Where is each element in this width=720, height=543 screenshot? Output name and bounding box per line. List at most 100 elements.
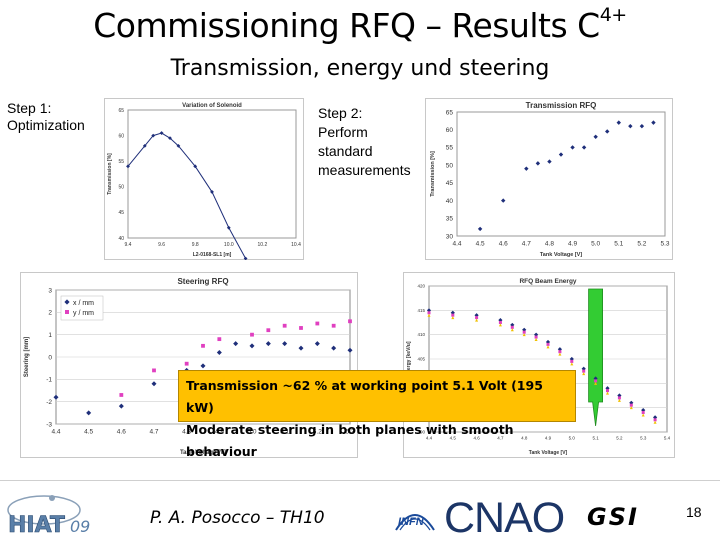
- cnao-logo: CNAO: [444, 492, 574, 542]
- solenoid-svg: 40 45 50 55 60 65 9.4 9.6 9.8 10.0 10.2 10.4 Variati…: [104, 98, 304, 260]
- solenoid-data-point: [243, 256, 248, 260]
- solenoid-ytick-label: 45: [118, 210, 124, 216]
- transmission-ytick-label: 50: [446, 162, 454, 169]
- steering-data-point: [265, 341, 271, 347]
- energy-data-point: [498, 321, 502, 324]
- steering-xtick-label: 5.0: [247, 429, 256, 436]
- energy-xtick-label: 5.0: [569, 436, 576, 441]
- transmission-xtick-label: 5.3: [660, 241, 669, 248]
- transmission-ytick-label: 35: [446, 216, 454, 223]
- energy-xtick-label: 5.1: [592, 436, 599, 441]
- solenoid-xtick-label: 9.6: [158, 242, 165, 248]
- steering-data-point: [299, 326, 303, 330]
- energy-data-point: [641, 413, 645, 417]
- steering-data-point: [266, 328, 271, 333]
- energy-data-point: [522, 333, 526, 337]
- steering-data-point: [151, 381, 157, 387]
- energy-data-point: [594, 379, 598, 383]
- steering-data-point: [282, 323, 287, 328]
- energy-data-point: [617, 396, 621, 400]
- energy-xtick-label: 4.8: [521, 436, 528, 441]
- steering-ytick-label: -2: [46, 399, 52, 406]
- gsi-logo: GSI: [585, 498, 671, 532]
- title-text: Commissioning RFQ – Results C: [93, 6, 600, 45]
- energy-data-point: [558, 352, 562, 356]
- solenoid-plot-area: [127, 109, 297, 239]
- energy-xtick-label: 4.6: [473, 436, 480, 441]
- infn-logo-text: INFN: [398, 516, 425, 528]
- transmission-xtick-label: 4.5: [476, 241, 485, 248]
- step2-label: Step 2: Perform standard measurements: [318, 104, 411, 180]
- cnao-logo-text: CNAO: [444, 494, 564, 538]
- energy-data-point: [582, 372, 586, 376]
- energy-data-point: [594, 381, 598, 385]
- solenoid-title: Variation of Solenoid: [182, 103, 242, 109]
- infn-logo: INFN: [390, 500, 440, 536]
- title-superscript: 4+: [599, 4, 628, 26]
- energy-xtick-label: 4.5: [450, 436, 457, 441]
- steering-data-point: [348, 319, 352, 324]
- steering-data-point: [331, 323, 336, 328]
- energy-data-point: [546, 342, 550, 346]
- steering-data-point: [233, 341, 239, 347]
- hiat-logo-text: HIAT: [8, 513, 65, 538]
- solenoid-data-point: [210, 190, 214, 194]
- transmission-ylabel: Transmission [%]: [430, 151, 436, 197]
- energy-xtick-label: 5.2: [616, 436, 623, 441]
- energy-xtick-label: 4.9: [545, 436, 552, 441]
- steering-ytick-label: 0: [48, 354, 52, 361]
- energy-data-point: [510, 325, 514, 329]
- steering-chart: -3 -2 -1 0 1 2 3 4.4 4.5 4.6 4.7 4.8 4.9 5.0 5.1 5.2 5.3…: [20, 272, 358, 458]
- steering-data-point: [331, 345, 337, 351]
- transmission-chart: 30 35 40 45 50 55 60 65 4.4 4.5 4.6 4.7 4.8 4.9 5.0 5.1…: [425, 98, 673, 260]
- steering-legend-marker: [65, 310, 69, 314]
- steering-xtick-label: 4.5: [84, 429, 93, 436]
- steering-data-point: [201, 343, 205, 348]
- step2-line2: Perform: [318, 124, 368, 140]
- energy-data-point: [498, 323, 502, 327]
- energy-ylabel: Energy [keV/u]: [406, 341, 412, 376]
- energy-data-point: [451, 316, 455, 320]
- transmission-title: Transmission RFQ: [526, 101, 597, 110]
- energy-data-point: [629, 403, 633, 407]
- steering-data-point: [119, 393, 124, 397]
- steering-xtick-label: 5.3: [345, 429, 354, 436]
- steering-xtick-label: 4.8: [182, 429, 191, 436]
- steering-data-point: [86, 410, 92, 416]
- steering-data-point: [200, 363, 206, 369]
- transmission-data-point: [477, 226, 483, 232]
- steering-xtick-label: 4.7: [149, 429, 158, 436]
- transmission-ytick-label: 30: [446, 233, 454, 240]
- transmission-ytick-label: 60: [446, 127, 454, 134]
- energy-data-point: [558, 350, 562, 354]
- steering-data-point: [184, 361, 189, 366]
- transmission-svg: 30 35 40 45 50 55 60 65 4.4 4.5 4.6 4.7 4.8 4.9 5.0 5.1…: [425, 98, 673, 260]
- slide-subtitle: Transmission, energy und steering: [170, 56, 550, 81]
- solenoid-ytick-label: 50: [118, 185, 124, 191]
- info-callout: Transmission ~62 % at working point 5.1 …: [178, 370, 576, 459]
- steering-ytick-label: 2: [48, 310, 52, 317]
- transmission-xtick-label: 5.2: [637, 241, 646, 248]
- energy-data-point: [641, 411, 645, 415]
- steering-data-point: [249, 343, 255, 349]
- transmission-data-point: [558, 152, 564, 157]
- transmission-frame: [425, 98, 673, 260]
- transmission-data-point: [547, 159, 552, 164]
- energy-data-point: [427, 311, 431, 315]
- steering-xtick-label: 5.2: [313, 429, 322, 436]
- energy-data-point: [522, 330, 526, 334]
- energy-data-point: [534, 338, 538, 342]
- gsi-logo-text: GSI: [587, 503, 639, 531]
- solenoid-xtick-label: 9.4: [125, 242, 132, 248]
- energy-data-point: [570, 362, 574, 366]
- steering-svg: -3 -2 -1 0 1 2 3 4.4 4.5 4.6 4.7 4.8 4.9 5.0 5.1 5.2 5.3…: [20, 272, 358, 458]
- solenoid-data-point: [193, 164, 198, 169]
- energy-data-point: [606, 391, 609, 395]
- info-line1: Transmission ~62 % at working point 5.1 …: [186, 378, 543, 415]
- steering-data-point: [347, 347, 353, 353]
- steering-data-point: [282, 341, 288, 347]
- steering-data-point: [314, 341, 320, 347]
- footer-divider: [0, 480, 720, 481]
- energy-ytick-label: 390: [417, 430, 425, 435]
- energy-data-point: [653, 420, 657, 424]
